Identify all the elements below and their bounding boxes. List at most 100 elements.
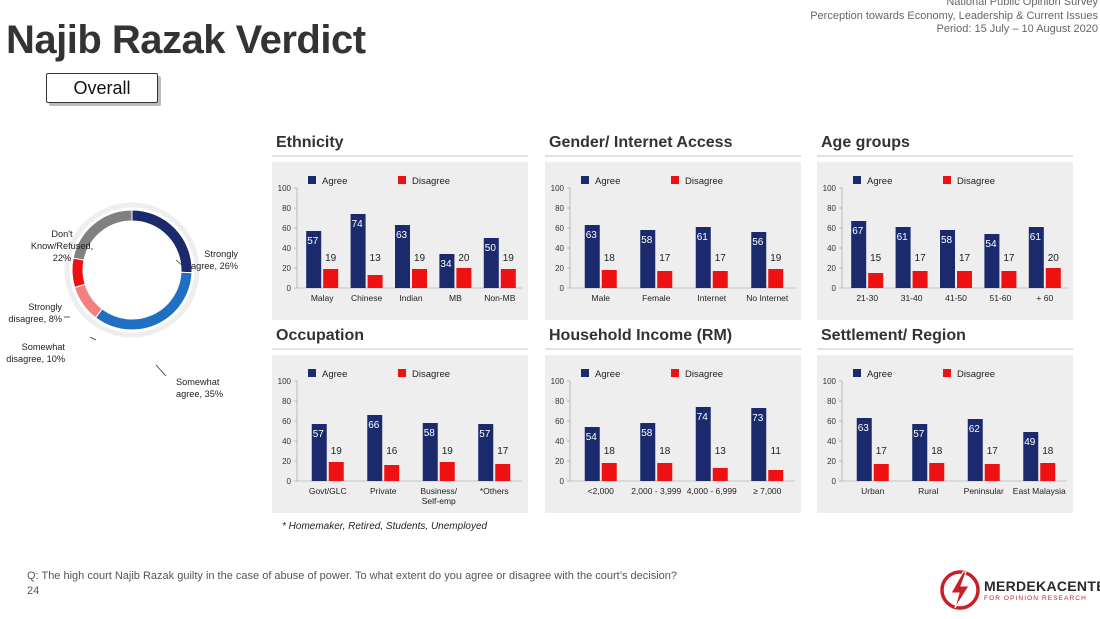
- y-tick-label: 60: [282, 417, 291, 426]
- data-label-disagree: 17: [959, 253, 971, 264]
- bar-disagree: [439, 462, 455, 481]
- y-tick-label: 40: [555, 437, 564, 446]
- y-tick-label: 0: [832, 477, 837, 486]
- x-tick-label: Indian: [399, 293, 422, 303]
- lightning-bolt-icon: [940, 570, 980, 610]
- logo-name: MERDEKACENTER: [984, 578, 1100, 594]
- legend-label-disagree: Disagree: [412, 369, 450, 380]
- legend-label-agree: Agree: [867, 369, 892, 380]
- data-label-disagree: 18: [659, 446, 671, 457]
- legend-swatch-agree: [581, 369, 589, 377]
- bar-agree: [851, 221, 867, 288]
- footnote: * Homemaker, Retired, Students, Unemploy…: [282, 521, 488, 532]
- panel-title: Age groups: [821, 134, 910, 151]
- panel-ethnicity: Ethnicity 0 20 40 60 80 100 Agree Disagree 57 19 M…: [272, 134, 528, 320]
- y-tick-label: 80: [282, 204, 291, 213]
- data-label-disagree: 17: [659, 253, 671, 264]
- legend-label-agree: Agree: [595, 176, 620, 187]
- bar-chart-household-income: 0 20 40 60 80 100 Agree Disagree 54 18 <2,000 58 18 2…: [545, 355, 801, 513]
- legend-swatch-disagree: [671, 369, 679, 377]
- y-tick-label: 80: [555, 204, 564, 213]
- bar-agree: [856, 418, 872, 481]
- bar-disagree: [384, 465, 400, 481]
- donut-leader-line: [175, 259, 184, 267]
- data-label-disagree: 19: [442, 446, 454, 457]
- bar-agree: [584, 225, 600, 288]
- panel-gender-internet: Gender/ Internet Access 0 20 40 60 80 100 Agre…: [545, 134, 801, 320]
- y-tick-label: 0: [287, 284, 292, 293]
- donut-leader-line: [89, 336, 97, 341]
- bar-disagree: [712, 271, 728, 288]
- data-label-agree: 61: [1030, 232, 1042, 243]
- y-tick-label: 20: [827, 457, 836, 466]
- legend-swatch-disagree: [398, 176, 406, 184]
- data-label-agree: 63: [396, 230, 408, 241]
- x-tick-label: No Internet: [746, 293, 789, 303]
- bar-chart-settlement-region: 0 20 40 60 80 100 Agree Disagree 63 17 Urban 57 18 Ru…: [817, 355, 1073, 513]
- bar-agree: [367, 415, 383, 481]
- data-label-agree: 73: [752, 413, 764, 424]
- data-label-agree: 57: [307, 236, 319, 247]
- bar-agree: [940, 230, 955, 288]
- bar-disagree: [328, 462, 344, 481]
- y-tick-label: 0: [560, 284, 565, 293]
- legend-swatch-agree: [853, 176, 861, 184]
- data-label-agree: 63: [586, 230, 598, 241]
- legend-label-agree: Agree: [867, 176, 892, 187]
- y-tick-label: 20: [282, 264, 291, 273]
- bar-agree: [751, 408, 767, 481]
- y-tick-label: 20: [555, 457, 564, 466]
- data-label-agree: 56: [752, 237, 764, 248]
- y-tick-label: 0: [832, 284, 837, 293]
- bar-agree: [1023, 432, 1039, 481]
- x-tick-label: Self-emp: [422, 496, 456, 506]
- bar-disagree: [412, 269, 427, 288]
- data-label-agree: 74: [352, 219, 364, 230]
- y-tick-label: 60: [827, 224, 836, 233]
- bar-chart-gender-internet: 0 20 40 60 80 100 Agree Disagree 63 18 Male 58 17 Fem…: [545, 162, 801, 320]
- data-label-agree: 58: [641, 235, 653, 246]
- bar-disagree: [957, 271, 972, 288]
- bar-disagree: [456, 268, 472, 288]
- legend-swatch-disagree: [671, 176, 679, 184]
- panel-occupation: Occupation 0 20 40 60 80 100 Agree Disagree 57 19…: [272, 327, 528, 513]
- x-tick-label: Private: [370, 486, 397, 496]
- donut-label-don-t-know-refused: Don't Know/Refused, 22%: [31, 229, 93, 263]
- y-tick-label: 40: [282, 437, 291, 446]
- data-label-agree: 61: [897, 232, 909, 243]
- panel-divider: [817, 348, 1073, 350]
- bar-disagree: [712, 468, 728, 481]
- legend-label-disagree: Disagree: [957, 369, 995, 380]
- bar-disagree: [1040, 463, 1056, 481]
- donut-halo: [64, 202, 200, 338]
- panel-title: Gender/ Internet Access: [549, 134, 733, 151]
- x-tick-label: Urban: [861, 486, 884, 496]
- data-label-disagree: 18: [931, 446, 943, 457]
- y-tick-label: 60: [282, 224, 291, 233]
- y-tick-label: 20: [282, 457, 291, 466]
- bar-disagree: [500, 269, 516, 288]
- data-label-agree: 58: [941, 235, 953, 246]
- data-label-agree: 62: [969, 424, 981, 435]
- donut-label-somewhat-disagree: Somewhat disagree, 10%: [6, 342, 65, 364]
- legend-swatch-agree: [308, 176, 316, 184]
- y-tick-label: 20: [555, 264, 564, 273]
- x-tick-label: *Others: [480, 486, 509, 496]
- donut-label-somewhat-agree: Somewhat agree, 35%: [176, 377, 223, 399]
- bar-disagree: [657, 463, 673, 481]
- data-label-agree: 61: [697, 232, 709, 243]
- survey-info: National Public Opinion Survey Perceptio…: [810, 0, 1098, 37]
- y-tick-label: 100: [278, 184, 292, 193]
- bar-agree: [912, 424, 928, 481]
- survey-question: Q: The high court Najib Razak guilty in …: [27, 570, 677, 582]
- overall-donut-chart: Strongly agree, 26% Somewhat agree, 35% Some…: [6, 202, 238, 399]
- x-tick-label: <2,000: [588, 486, 615, 496]
- data-label-agree: 34: [440, 259, 452, 270]
- panel-title: Ethnicity: [276, 134, 344, 151]
- legend-swatch-agree: [581, 176, 589, 184]
- bar-agree: [584, 427, 600, 481]
- bar-disagree: [868, 273, 884, 288]
- y-tick-label: 100: [278, 377, 292, 386]
- donut-slice-strongly-agree: [131, 209, 193, 274]
- data-label-disagree: 13: [715, 446, 727, 457]
